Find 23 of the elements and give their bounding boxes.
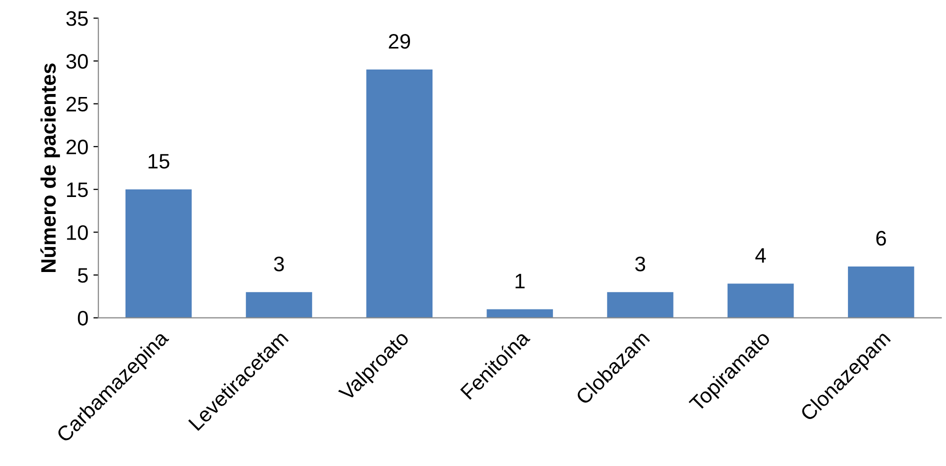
bar [728, 284, 794, 318]
y-tick-label: 0 [78, 310, 88, 326]
y-tick-label: 35 [66, 11, 88, 26]
bar [486, 309, 553, 318]
y-tick-label: 15 [67, 182, 88, 198]
bar [246, 292, 312, 318]
data-label: 4 [755, 248, 766, 263]
y-tick-label: 5 [78, 268, 88, 283]
bar [848, 266, 914, 318]
data-label: 3 [274, 256, 284, 272]
y-tick-label: 10 [67, 225, 88, 240]
data-label: 29 [388, 34, 410, 49]
bar [607, 292, 674, 318]
bar [125, 189, 192, 318]
data-label: 15 [148, 154, 170, 169]
y-tick-label: 30 [66, 54, 88, 69]
data-label: 3 [635, 256, 646, 272]
y-tick-label: 20 [66, 140, 88, 154]
y-axis-title: Número de pacientes [40, 63, 60, 272]
bar [366, 70, 433, 318]
data-label: 1 [516, 274, 525, 288]
y-tick-label: 25 [66, 96, 88, 112]
data-label: 6 [876, 230, 886, 246]
